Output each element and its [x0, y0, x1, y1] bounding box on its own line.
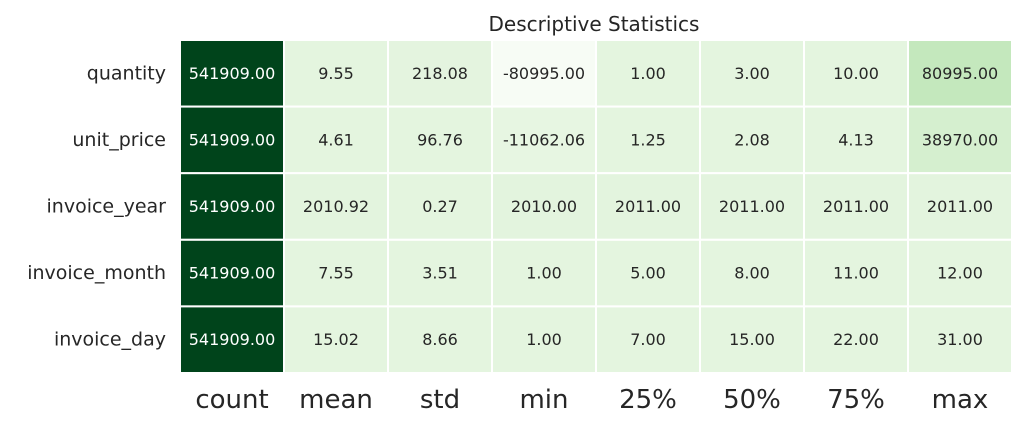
cell-value-label: 38970.00	[922, 130, 998, 149]
heatmap-cell-invoice-year-std	[387, 172, 493, 241]
cell-value-label: 541909.00	[189, 130, 276, 149]
cell-value-label: 541909.00	[189, 64, 276, 83]
cell-value-label: 2011.00	[823, 197, 889, 216]
cell-value-label: 541909.00	[189, 197, 276, 216]
cell-value-label: 218.08	[412, 64, 468, 83]
cell-value-label: 5.00	[630, 264, 666, 283]
cell-value-label: 7.55	[318, 264, 354, 283]
cell-value-label: 4.13	[838, 130, 874, 149]
cell-value-label: 0.27	[422, 197, 458, 216]
cell-value-label: 2.08	[734, 130, 770, 149]
heatmap-cell-unit-price-mean	[283, 105, 389, 175]
cell-value-label: 2011.00	[719, 197, 785, 216]
heatmap-cell-invoice-day-25pct	[595, 305, 701, 374]
cell-value-label: -11062.06	[503, 130, 585, 149]
cell-value-label: 2010.00	[511, 197, 577, 216]
heatmap-cell-invoice-year-mean	[283, 172, 389, 241]
cell-value-label: 1.25	[630, 130, 666, 149]
heatmap-cell-invoice-month-std	[387, 238, 493, 308]
column-label-count: count	[195, 385, 268, 415]
cell-value-label: 2011.00	[927, 197, 993, 216]
cell-value-label: -80995.00	[503, 64, 585, 83]
column-label-mean: mean	[299, 385, 373, 415]
row-labels: quantity unit_price invoice_year invoice_mo…	[27, 62, 166, 350]
cell-value-label: 11.00	[833, 264, 879, 283]
column-labels: count mean std min 25% 50% 75% max	[195, 385, 988, 415]
heatmap-cells: 541909.00 9.55 218.08 -80995.00 1.00 3.00 10.0…	[179, 39, 1013, 374]
cell-value-label: 1.00	[526, 264, 562, 283]
cell-value-label: 3.00	[734, 64, 770, 83]
heatmap-cell-quantity-50pct	[699, 39, 805, 108]
chart-title: Descriptive Statistics	[489, 12, 700, 36]
heatmap-cell-invoice-year-min	[491, 172, 597, 241]
heatmap-cell-invoice-day-max	[907, 305, 1013, 374]
heatmap-cell-invoice-month-min	[491, 238, 597, 308]
cell-value-label: 9.55	[318, 64, 354, 83]
column-label-std: std	[420, 385, 460, 415]
cell-value-label: 22.00	[833, 330, 879, 349]
column-label-max: max	[932, 385, 989, 415]
heatmap-cell-quantity-count	[179, 39, 285, 108]
cell-value-label: 7.00	[630, 330, 666, 349]
cell-value-label: 541909.00	[189, 264, 276, 283]
cell-value-label: 31.00	[937, 330, 983, 349]
heatmap-cell-invoice-year-count	[179, 172, 285, 241]
row-label-invoice-year: invoice_year	[47, 196, 167, 218]
column-label-75pct: 75%	[827, 385, 885, 415]
cell-value-label: 1.00	[630, 64, 666, 83]
heatmap-cell-invoice-day-50pct	[699, 305, 805, 374]
cell-value-label: 3.51	[422, 264, 458, 283]
heatmap-cell-invoice-year-max	[907, 172, 1013, 241]
cell-value-label: 8.66	[422, 330, 458, 349]
heatmap-cell-invoice-year-50pct	[699, 172, 805, 241]
cell-value-label: 541909.00	[189, 330, 276, 349]
heatmap-cell-quantity-mean	[283, 39, 389, 108]
row-label-quantity: quantity	[87, 62, 166, 84]
column-label-min: min	[519, 385, 568, 415]
heatmap-cell-quantity-max	[907, 39, 1013, 108]
cell-value-label: 4.61	[318, 130, 354, 149]
cell-value-label: 2011.00	[615, 197, 681, 216]
row-label-unit-price: unit_price	[72, 129, 166, 151]
cell-value-label: 15.00	[729, 330, 775, 349]
heatmap-cell-invoice-month-25pct	[595, 238, 701, 308]
cell-value-label: 2010.92	[303, 197, 369, 216]
row-label-invoice-day: invoice_day	[54, 329, 166, 351]
heatmap-cell-unit-price-max	[907, 105, 1013, 175]
cell-value-label: 12.00	[937, 264, 983, 283]
heatmap-cell-invoice-month-75pct	[803, 238, 909, 308]
heatmap-cell-invoice-day-std	[387, 305, 493, 374]
cell-value-label: 1.00	[526, 330, 562, 349]
heatmap-cell-invoice-day-mean	[283, 305, 389, 374]
cell-value-label: 8.00	[734, 264, 770, 283]
heatmap-cell-unit-price-50pct	[699, 105, 805, 175]
cell-value-label: 10.00	[833, 64, 879, 83]
heatmap-cell-invoice-day-min	[491, 305, 597, 374]
column-label-25pct: 25%	[619, 385, 677, 415]
cell-value-label: 15.02	[313, 330, 359, 349]
column-label-50pct: 50%	[723, 385, 781, 415]
cell-value-label: 96.76	[417, 130, 463, 149]
heatmap-cell-unit-price-min	[491, 105, 597, 175]
heatmap-cell-invoice-year-25pct	[595, 172, 701, 241]
cell-value-label: 80995.00	[922, 64, 998, 83]
row-label-invoice-month: invoice_month	[27, 262, 166, 284]
heatmap-cell-invoice-year-75pct	[803, 172, 909, 241]
